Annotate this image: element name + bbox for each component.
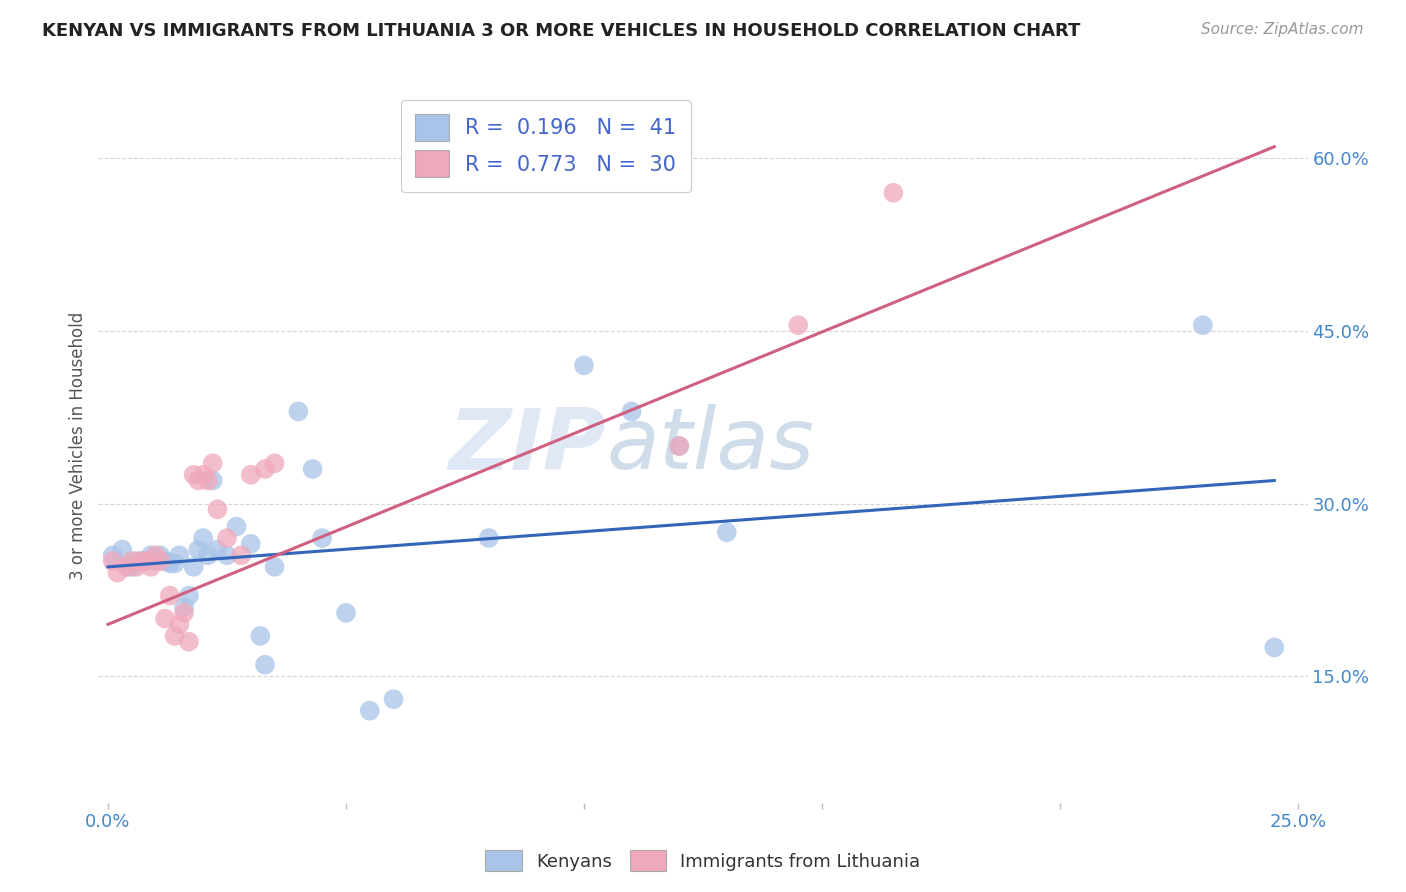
Point bbox=[201, 456, 224, 470]
Text: Source: ZipAtlas.com: Source: ZipAtlas.com bbox=[1201, 22, 1364, 37]
Point bbox=[359, 704, 381, 718]
Point bbox=[215, 549, 238, 563]
Point bbox=[153, 612, 176, 626]
Point bbox=[145, 554, 167, 568]
Point bbox=[1192, 318, 1215, 333]
Point bbox=[197, 549, 219, 563]
Y-axis label: 3 or more Vehicles in Household: 3 or more Vehicles in Household bbox=[69, 312, 87, 580]
Point bbox=[263, 456, 285, 470]
Point bbox=[620, 404, 643, 418]
Point bbox=[111, 542, 134, 557]
Point bbox=[115, 559, 138, 574]
Point bbox=[173, 600, 195, 615]
Point bbox=[254, 657, 277, 672]
Point bbox=[149, 549, 172, 563]
Point bbox=[215, 531, 238, 545]
Point bbox=[239, 467, 262, 482]
Point bbox=[121, 559, 143, 574]
Legend: Kenyans, Immigrants from Lithuania: Kenyans, Immigrants from Lithuania bbox=[478, 843, 928, 879]
Point bbox=[177, 634, 200, 648]
Point bbox=[163, 629, 186, 643]
Point bbox=[139, 559, 162, 574]
Point bbox=[159, 557, 181, 571]
Point bbox=[478, 531, 501, 545]
Point bbox=[107, 566, 129, 580]
Point bbox=[159, 589, 181, 603]
Point bbox=[249, 629, 271, 643]
Point bbox=[183, 467, 205, 482]
Point bbox=[207, 542, 229, 557]
Point bbox=[787, 318, 810, 333]
Point bbox=[101, 549, 124, 563]
Point bbox=[101, 554, 124, 568]
Text: KENYAN VS IMMIGRANTS FROM LITHUANIA 3 OR MORE VEHICLES IN HOUSEHOLD CORRELATION : KENYAN VS IMMIGRANTS FROM LITHUANIA 3 OR… bbox=[42, 22, 1081, 40]
Point bbox=[177, 589, 200, 603]
Point bbox=[311, 531, 333, 545]
Point bbox=[129, 554, 152, 568]
Point bbox=[169, 549, 191, 563]
Point bbox=[201, 474, 224, 488]
Point bbox=[135, 554, 157, 568]
Point bbox=[149, 554, 172, 568]
Point bbox=[121, 554, 143, 568]
Point bbox=[263, 559, 285, 574]
Point bbox=[163, 557, 186, 571]
Point bbox=[668, 439, 690, 453]
Point bbox=[145, 549, 167, 563]
Point bbox=[335, 606, 357, 620]
Point bbox=[231, 549, 253, 563]
Point bbox=[382, 692, 405, 706]
Point bbox=[207, 502, 229, 516]
Point bbox=[187, 542, 209, 557]
Point bbox=[191, 467, 214, 482]
Point bbox=[191, 531, 214, 545]
Point bbox=[254, 462, 277, 476]
Legend: R =  0.196   N =  41, R =  0.773   N =  30: R = 0.196 N = 41, R = 0.773 N = 30 bbox=[401, 100, 690, 192]
Point bbox=[301, 462, 323, 476]
Point bbox=[169, 617, 191, 632]
Point bbox=[187, 474, 209, 488]
Point bbox=[125, 554, 148, 568]
Point bbox=[882, 186, 904, 200]
Point bbox=[668, 439, 690, 453]
Text: ZIP: ZIP bbox=[449, 404, 606, 488]
Point bbox=[129, 554, 152, 568]
Point bbox=[239, 537, 262, 551]
Point bbox=[716, 525, 738, 540]
Point bbox=[135, 554, 157, 568]
Point bbox=[173, 606, 195, 620]
Point bbox=[183, 559, 205, 574]
Point bbox=[1263, 640, 1285, 655]
Point bbox=[572, 359, 595, 373]
Point bbox=[115, 559, 138, 574]
Point bbox=[139, 549, 162, 563]
Point bbox=[287, 404, 309, 418]
Point bbox=[125, 559, 148, 574]
Point bbox=[225, 519, 247, 533]
Point bbox=[197, 474, 219, 488]
Point bbox=[153, 554, 176, 568]
Text: atlas: atlas bbox=[606, 404, 814, 488]
